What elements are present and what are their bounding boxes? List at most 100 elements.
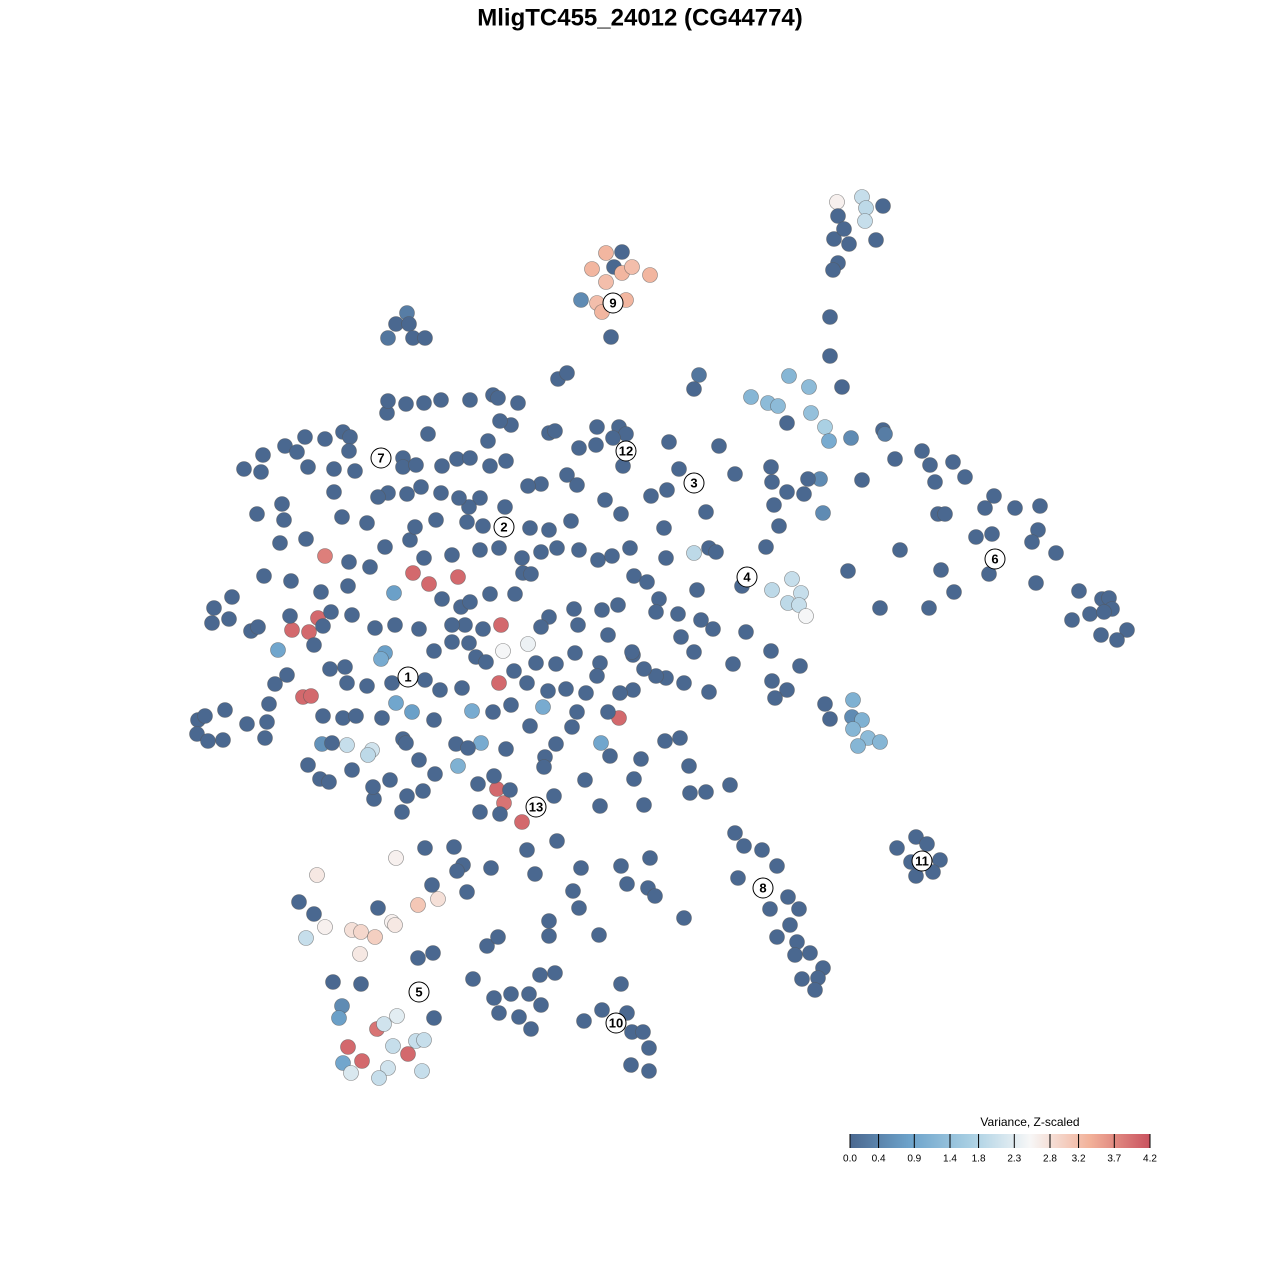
point (656, 520, 672, 536)
point (478, 654, 494, 670)
point (306, 637, 322, 653)
point (977, 500, 993, 516)
point (705, 621, 721, 637)
point (283, 573, 299, 589)
point (1093, 627, 1109, 643)
point (425, 945, 441, 961)
colorbar: Variance, Z-scaled 0.0 0.4 0.9 1.4 1.8 2.3 2.8… (843, 1115, 1157, 1164)
point (348, 708, 364, 724)
point (626, 568, 642, 584)
point (672, 730, 688, 746)
point (782, 917, 798, 933)
point (416, 395, 432, 411)
point (261, 696, 277, 712)
point (325, 974, 341, 990)
point (540, 683, 556, 699)
point (598, 274, 614, 290)
point (633, 751, 649, 767)
cluster-badge (984, 548, 1006, 570)
point (444, 547, 460, 563)
point (417, 330, 433, 346)
point (794, 971, 810, 987)
point (514, 814, 530, 830)
cluster-label: 5 (415, 984, 422, 999)
point (791, 597, 807, 613)
point (444, 617, 460, 633)
point (921, 600, 937, 616)
point (384, 675, 400, 691)
point (779, 415, 795, 431)
point (781, 368, 797, 384)
point (682, 785, 698, 801)
point (825, 262, 841, 278)
point (450, 758, 466, 774)
colorbar-tick-label: 4.2 (1143, 1154, 1157, 1165)
point (914, 443, 930, 459)
point (398, 735, 414, 751)
point (642, 267, 658, 283)
point (426, 1010, 442, 1026)
point (462, 450, 478, 466)
point (877, 426, 893, 442)
point (493, 617, 509, 633)
point (462, 392, 478, 408)
point (519, 675, 535, 691)
point (398, 396, 414, 412)
point (639, 574, 655, 590)
point (908, 829, 924, 845)
point (618, 426, 634, 442)
point (648, 668, 664, 684)
point (459, 884, 475, 900)
point (353, 924, 369, 940)
point (433, 485, 449, 501)
point (610, 597, 626, 613)
point (490, 929, 506, 945)
point (401, 316, 417, 332)
point (462, 594, 478, 610)
point (1048, 545, 1064, 561)
point (834, 379, 850, 395)
point (986, 488, 1002, 504)
point (492, 806, 508, 822)
point (485, 704, 501, 720)
point (626, 771, 642, 787)
point (373, 651, 389, 667)
point (829, 194, 845, 210)
point (522, 520, 538, 536)
colorbar-tick-label: 0.0 (843, 1154, 857, 1165)
point (641, 1063, 657, 1079)
point (613, 976, 629, 992)
point (256, 568, 272, 584)
point (547, 965, 563, 981)
point (426, 643, 442, 659)
point (424, 877, 440, 893)
point (573, 860, 589, 876)
point (359, 515, 375, 531)
point (762, 901, 778, 917)
point (613, 858, 629, 874)
point (836, 221, 852, 237)
point (541, 928, 557, 944)
point (549, 540, 565, 556)
point (506, 663, 522, 679)
point (1082, 606, 1098, 622)
point (968, 529, 984, 545)
point (590, 552, 606, 568)
point (771, 518, 787, 534)
point (326, 461, 342, 477)
point (872, 734, 888, 750)
point (686, 381, 702, 397)
point (636, 797, 652, 813)
point (342, 429, 358, 445)
cluster-label: 8 (759, 880, 766, 895)
point (388, 695, 404, 711)
point (421, 576, 437, 592)
point (541, 522, 557, 538)
point (434, 591, 450, 607)
point (475, 621, 491, 637)
colorbar-tick-label: 3.2 (1072, 1154, 1086, 1165)
point (1028, 575, 1044, 591)
point (411, 752, 427, 768)
point (613, 506, 629, 522)
point (567, 645, 583, 661)
